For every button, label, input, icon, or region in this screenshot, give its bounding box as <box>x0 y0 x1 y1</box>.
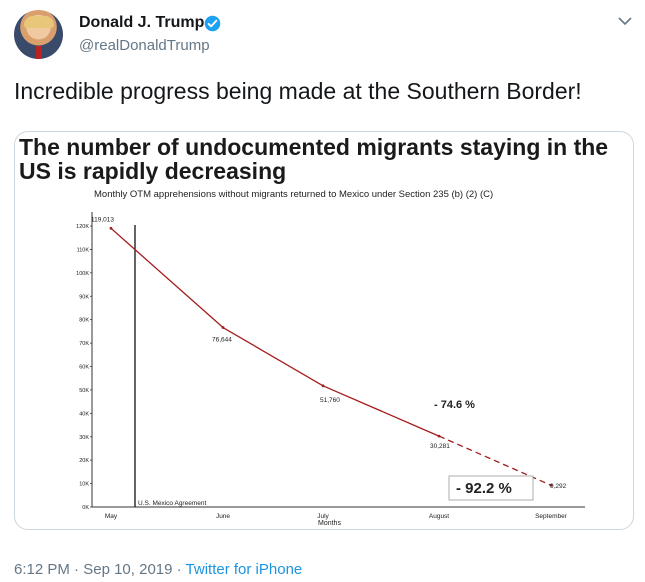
y-tick-label: 100K <box>76 271 89 277</box>
y-tick-label: 70K <box>79 341 89 347</box>
data-point <box>437 434 441 438</box>
separator: · <box>74 561 80 578</box>
x-tick-label: July <box>317 513 329 520</box>
author-name[interactable]: Donald J. Trump <box>79 14 205 31</box>
verified-badge-icon <box>204 15 221 32</box>
x-tick-label: June <box>216 513 230 520</box>
data-point <box>549 483 553 487</box>
data-label: 30,281 <box>430 443 450 450</box>
tweet-time[interactable]: 6:12 PM <box>14 561 70 578</box>
x-axis-label: Months <box>318 520 341 527</box>
y-tick-label: 80K <box>79 318 89 324</box>
chart-title-line1: The number of undocumented migrants stay… <box>19 134 608 160</box>
y-tick-label: 90K <box>79 294 89 300</box>
author-handle[interactable]: @realDonaldTrump <box>79 37 210 54</box>
y-tick-label: 30K <box>79 435 89 441</box>
data-label: 76,644 <box>212 337 232 344</box>
y-tick-label: 50K <box>79 388 89 394</box>
tweet-text: Incredible progress being made at the So… <box>14 78 582 104</box>
data-point <box>109 226 113 230</box>
series-segment <box>110 227 224 329</box>
chart-subtitle: Monthly OTM apprehensions without migran… <box>94 189 493 200</box>
x-tick-label: May <box>105 513 118 520</box>
y-tick-label: 60K <box>79 365 89 371</box>
data-point <box>221 326 225 329</box>
series-segment <box>322 385 440 437</box>
avatar[interactable] <box>14 10 63 59</box>
y-tick-label: 10K <box>79 482 89 488</box>
chevron-down-icon[interactable] <box>616 12 634 30</box>
tweet-image-card[interactable]: The number of undocumented migrants stay… <box>14 131 634 530</box>
data-label: 9,292 <box>550 483 567 490</box>
y-tick-label: 20K <box>79 458 89 464</box>
x-tick-label: September <box>535 513 568 520</box>
tweet-date[interactable]: Sep 10, 2019 <box>83 561 173 578</box>
y-tick-label: 40K <box>79 411 89 417</box>
chart: The number of undocumented migrants stay… <box>19 134 608 527</box>
data-label: 51,760 <box>320 397 340 404</box>
chart-title-line2: US is rapidly decreasing <box>19 158 286 184</box>
y-tick-label: 110K <box>77 247 90 253</box>
series-segment <box>222 326 324 387</box>
separator: · <box>176 561 182 578</box>
tweet-source[interactable]: Twitter for iPhone <box>185 561 303 578</box>
agreement-label: U.S. Mexico Agreement <box>138 500 206 507</box>
x-tick-label: August <box>429 513 449 520</box>
data-label: 119,013 <box>91 216 114 223</box>
tweet-footer: 6:12 PM · Sep 10, 2019 · Twitter for iPh… <box>14 561 302 578</box>
y-tick-label: 0K <box>82 505 89 511</box>
annotation-pct-74: - 74.6 % <box>434 399 475 411</box>
data-point <box>321 384 325 388</box>
annotation-pct-92: - 92.2 % <box>456 480 512 497</box>
y-tick-label: 120K <box>76 224 89 230</box>
pct-92-box <box>448 475 534 501</box>
